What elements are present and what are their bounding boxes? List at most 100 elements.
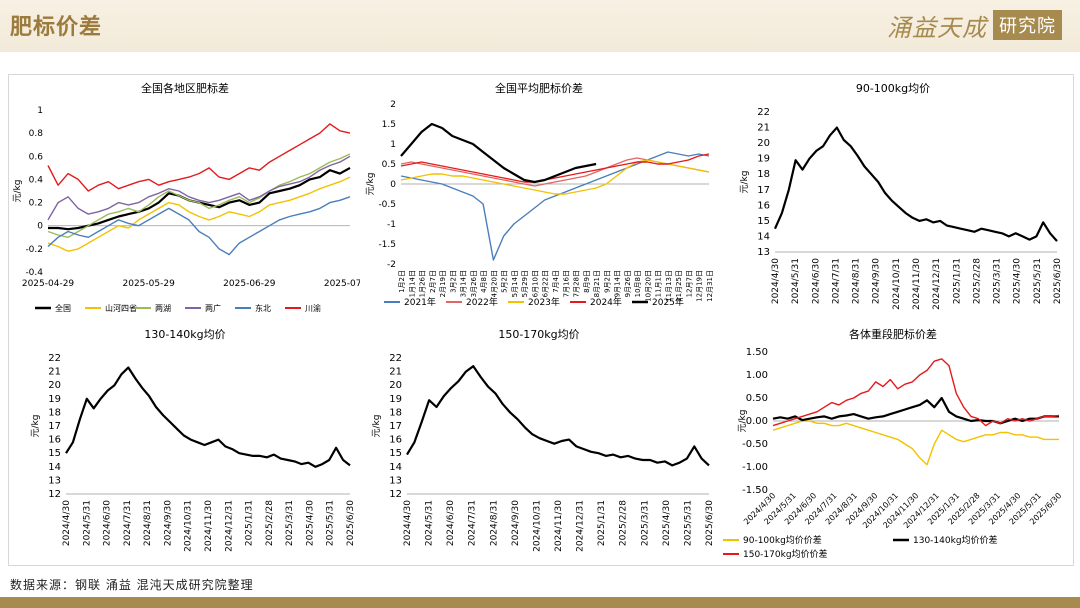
x-tick-label: 2025/6/30 — [705, 500, 715, 546]
y-tick-label: 16 — [757, 200, 770, 211]
legend-label: 川渝 — [305, 303, 321, 313]
y-tick-label: 22 — [757, 107, 770, 118]
y-tick-label: 1 — [390, 140, 396, 150]
x-tick-label: 5月14日 — [511, 270, 519, 297]
y-tick-label: 1.00 — [746, 370, 768, 381]
brand-name: 涌益天成 — [887, 13, 987, 42]
x-tick-label: 4月8日 — [480, 270, 488, 293]
x-tick-label: 2025/6/30 — [1053, 258, 1063, 304]
y-tick-label: -0.50 — [742, 439, 768, 450]
x-tick-label: 4月20日 — [490, 270, 498, 297]
y-tick-label: 20 — [48, 380, 61, 391]
x-tick-label: 2025-06-29 — [223, 279, 276, 289]
x-tick-label: 2024/10/31 — [184, 500, 194, 552]
x-tick-label: 2024/11/30 — [554, 500, 564, 552]
x-tick-label: 8月21日 — [593, 270, 601, 297]
series-line — [400, 157, 710, 187]
x-tick-label: 2024/6/30 — [811, 258, 821, 304]
x-tick-label: 2024/6/30 — [103, 500, 113, 546]
y-tick-label: 15 — [757, 216, 770, 227]
x-tick-label: 5月2日 — [501, 270, 509, 293]
y-tick-label: 15 — [389, 448, 402, 459]
x-tick-label: 1月26日 — [419, 270, 427, 297]
x-tick-label: 2025/3/31 — [640, 500, 650, 546]
chart-130-140kg: 130-140kg均价元/kg2221201918171615141312202… — [31, 328, 356, 552]
x-tick-label: 2024/12/31 — [932, 258, 942, 310]
y-tick-label: 17 — [389, 421, 402, 432]
x-tick-label: 2024/6/30 — [446, 500, 456, 546]
legend-label: 两广 — [205, 303, 221, 313]
x-tick-label: 3月26日 — [470, 270, 478, 297]
series-line — [773, 126, 1058, 242]
y-tick-label: 16 — [48, 435, 61, 446]
x-tick-label: 2025/5/31 — [1033, 258, 1043, 304]
x-tick-label: 2024/8/31 — [852, 258, 862, 304]
legend-label: 2025年 — [652, 296, 684, 308]
x-tick-label: 12月19日 — [696, 270, 704, 302]
x-tick-label: 7月4日 — [552, 270, 560, 293]
y-tick-label: 19 — [389, 394, 402, 405]
legend-label: 130-140kg均价价差 — [913, 534, 998, 546]
x-tick-label: 2024/5/31 — [425, 500, 435, 546]
series-line — [65, 366, 351, 468]
x-tick-label: 11月13日 — [665, 270, 673, 302]
x-tick-label: 2024/7/31 — [468, 500, 478, 546]
y-tick-label: 21 — [757, 123, 770, 134]
y-tick-label: 17 — [757, 185, 770, 196]
x-tick-label: 2025-04-29 — [22, 279, 75, 289]
y-tick-label: 17 — [48, 421, 61, 432]
y-tick-label: 1 — [37, 106, 43, 116]
legend-label: 2021年 — [404, 296, 436, 308]
y-tick-label: 18 — [389, 407, 402, 418]
y-tick-label: 22 — [48, 353, 61, 364]
page-header: 肥标价差 涌益天成 研究院 — [0, 0, 1080, 52]
series-line — [400, 159, 710, 195]
series-line — [400, 122, 597, 184]
series-line — [47, 123, 351, 192]
y-tick-label: 22 — [389, 353, 402, 364]
x-tick-label: 2024/11/30 — [912, 258, 922, 310]
x-tick-label: 6月10日 — [531, 270, 539, 297]
y-tick-label: 14 — [757, 231, 770, 242]
x-tick-label: 2025/5/31 — [683, 500, 693, 546]
legend-label: 150-170kg均价价差 — [743, 548, 828, 560]
x-tick-label: 10月20日 — [644, 270, 652, 302]
y-tick-label: 16 — [389, 435, 402, 446]
y-tick-label: 19 — [757, 154, 770, 165]
brand-logo: 涌益天成 研究院 — [887, 10, 1062, 42]
y-tick-label: -0.4 — [25, 268, 43, 278]
chart-title: 150-170kg均价 — [498, 328, 579, 341]
y-axis-label: 元/kg — [372, 415, 382, 438]
legend-label: 2022年 — [466, 296, 498, 308]
legend-label: 90-100kg均价价差 — [743, 534, 822, 546]
brand-suffix: 研究院 — [993, 10, 1062, 40]
x-tick-label: 2月7日 — [429, 270, 437, 293]
x-tick-label: 2024/7/31 — [831, 258, 841, 304]
x-tick-label: 1月14日 — [408, 270, 416, 297]
chart-w150-panel: 150-170kg均价 元/kg 22 21 20 19 18 17 16 15 14 13 12 202… — [363, 322, 715, 562]
x-tick-label: 2025-05-29 — [123, 279, 176, 289]
y-tick-label: 0.6 — [29, 152, 44, 162]
x-tick-label: 2024/5/31 — [82, 500, 92, 546]
y-tick-label: -1.5 — [378, 240, 396, 250]
y-tick-label: 0 — [390, 180, 396, 190]
series-line — [48, 166, 351, 231]
y-axis-label: 元/kg — [31, 415, 41, 438]
chart-grid-frame — [8, 74, 1074, 566]
chart-spread-panel: 各体重段肥标价差 元/kg 1.50 1.00 0.50 0.00 -0.50 -1.00 -1… — [717, 322, 1069, 562]
y-tick-label: 0.5 — [382, 160, 396, 170]
chart-title: 130-140kg均价 — [144, 328, 225, 341]
y-tick-label: -1 — [387, 220, 396, 230]
x-tick-label: 7月16日 — [562, 270, 570, 297]
y-tick-label: 0 — [37, 222, 43, 232]
chart-title: 全国各地区肥标差 — [141, 81, 229, 95]
x-tick-label: 2024/9/30 — [511, 500, 521, 546]
x-tick-label: 9月26日 — [624, 270, 632, 297]
x-tick-label: 2024/5/31 — [791, 258, 801, 304]
y-tick-label: 14 — [48, 462, 61, 473]
x-tick-label: 2024/11/30 — [204, 500, 214, 552]
x-tick-label: 8月9日 — [583, 270, 591, 293]
chart-w130-panel: 130-140kg均价 元/kg 22 21 20 19 18 17 16 15 14 13 12 202… — [10, 322, 360, 562]
